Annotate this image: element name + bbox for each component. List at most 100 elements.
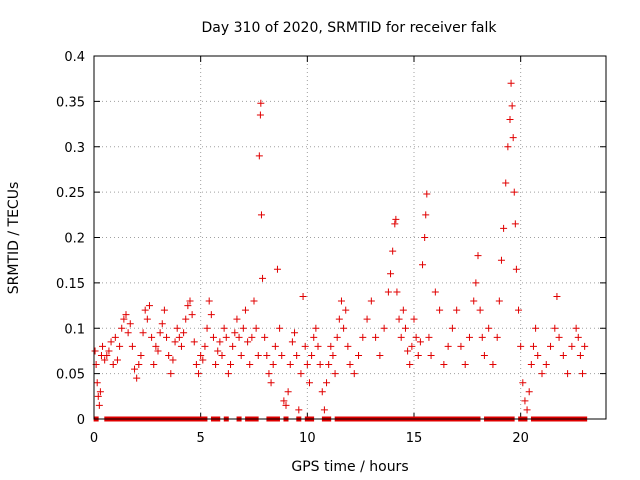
data-point: [342, 306, 350, 314]
data-point: [145, 302, 153, 310]
data-point: [91, 347, 99, 355]
data-point: [263, 351, 271, 359]
data-point: [414, 351, 422, 359]
data-point: [576, 351, 584, 359]
data-point: [478, 333, 486, 341]
data-point: [527, 361, 535, 369]
data-point: [111, 333, 119, 341]
data-point: [325, 361, 333, 369]
data-point: [254, 351, 262, 359]
data-point: [523, 406, 531, 414]
data-point: [273, 265, 281, 273]
data-point: [103, 351, 111, 359]
data-point: [284, 388, 292, 396]
data-point: [485, 324, 493, 332]
data-point: [579, 370, 587, 378]
data-point: [297, 370, 305, 378]
data-point: [359, 333, 367, 341]
chart-title: Day 310 of 2020, SRMTID for receiver fal…: [202, 20, 498, 36]
data-point: [257, 211, 265, 219]
data-point: [538, 370, 546, 378]
data-point: [448, 324, 456, 332]
data-point: [510, 188, 518, 196]
x-tick-label: 0: [90, 431, 98, 446]
data-point: [421, 234, 429, 241]
data-point: [188, 311, 196, 319]
data-point: [444, 342, 452, 350]
data-point: [436, 306, 444, 314]
data-point: [278, 351, 286, 359]
data-point: [551, 324, 559, 332]
data-point: [393, 288, 401, 296]
data-point: [241, 306, 249, 314]
data-point: [95, 401, 103, 409]
x-axis-label: GPS time / hours: [291, 459, 408, 475]
data-point: [350, 370, 358, 378]
data-point: [239, 324, 247, 332]
data-point: [160, 306, 168, 314]
data-point: [220, 324, 228, 332]
data-point: [199, 356, 207, 364]
data-point: [472, 279, 480, 287]
data-point: [116, 342, 124, 350]
data-point: [101, 356, 109, 364]
y-tick-label: 0.2: [64, 232, 85, 247]
data-point: [229, 342, 237, 350]
data-point: [406, 361, 414, 369]
x-tick-label: 20: [512, 431, 529, 446]
data-point: [135, 361, 143, 369]
data-point: [465, 333, 473, 341]
data-point: [271, 342, 279, 350]
data-point: [231, 329, 239, 337]
data-point: [427, 351, 435, 359]
data-point: [504, 143, 512, 151]
data-point: [395, 315, 403, 323]
data-point: [555, 333, 563, 341]
data-point: [389, 247, 397, 255]
data-point: [197, 351, 205, 359]
data-point: [148, 333, 156, 341]
data-point: [534, 351, 542, 359]
data-point: [547, 342, 555, 350]
data-point: [203, 324, 211, 332]
data-point: [495, 297, 503, 305]
data-point: [265, 370, 273, 378]
data-point: [105, 347, 113, 355]
data-point: [519, 379, 527, 387]
data-point: [404, 347, 412, 355]
data-point: [205, 297, 213, 305]
data-point: [133, 374, 141, 382]
data-point: [99, 342, 107, 350]
data-point: [387, 270, 395, 278]
data-points: [91, 79, 589, 422]
data-point: [276, 324, 284, 332]
data-point: [207, 311, 215, 319]
data-point: [201, 342, 209, 350]
data-point: [252, 324, 260, 332]
data-point: [184, 302, 192, 310]
data-point: [500, 224, 508, 232]
data-point: [305, 379, 313, 387]
plot-frame: [93, 55, 607, 420]
data-point: [384, 288, 392, 296]
data-point: [568, 342, 576, 350]
data-point: [299, 292, 307, 300]
y-tick-label: 0.1: [64, 322, 85, 337]
y-tick-label: 0.35: [56, 95, 85, 110]
y-tick-label: 0.15: [56, 277, 85, 292]
grid: [94, 56, 606, 419]
data-point: [282, 401, 290, 409]
data-point: [310, 333, 318, 341]
data-point: [314, 342, 322, 350]
data-point: [340, 324, 348, 332]
data-point: [344, 342, 352, 350]
data-point: [419, 261, 427, 269]
data-point: [440, 361, 448, 369]
data-point: [156, 329, 164, 337]
data-point: [532, 324, 540, 332]
data-point: [295, 406, 303, 414]
data-point: [327, 342, 335, 350]
data-point: [301, 342, 309, 350]
data-point: [288, 338, 296, 346]
data-point: [564, 370, 572, 378]
